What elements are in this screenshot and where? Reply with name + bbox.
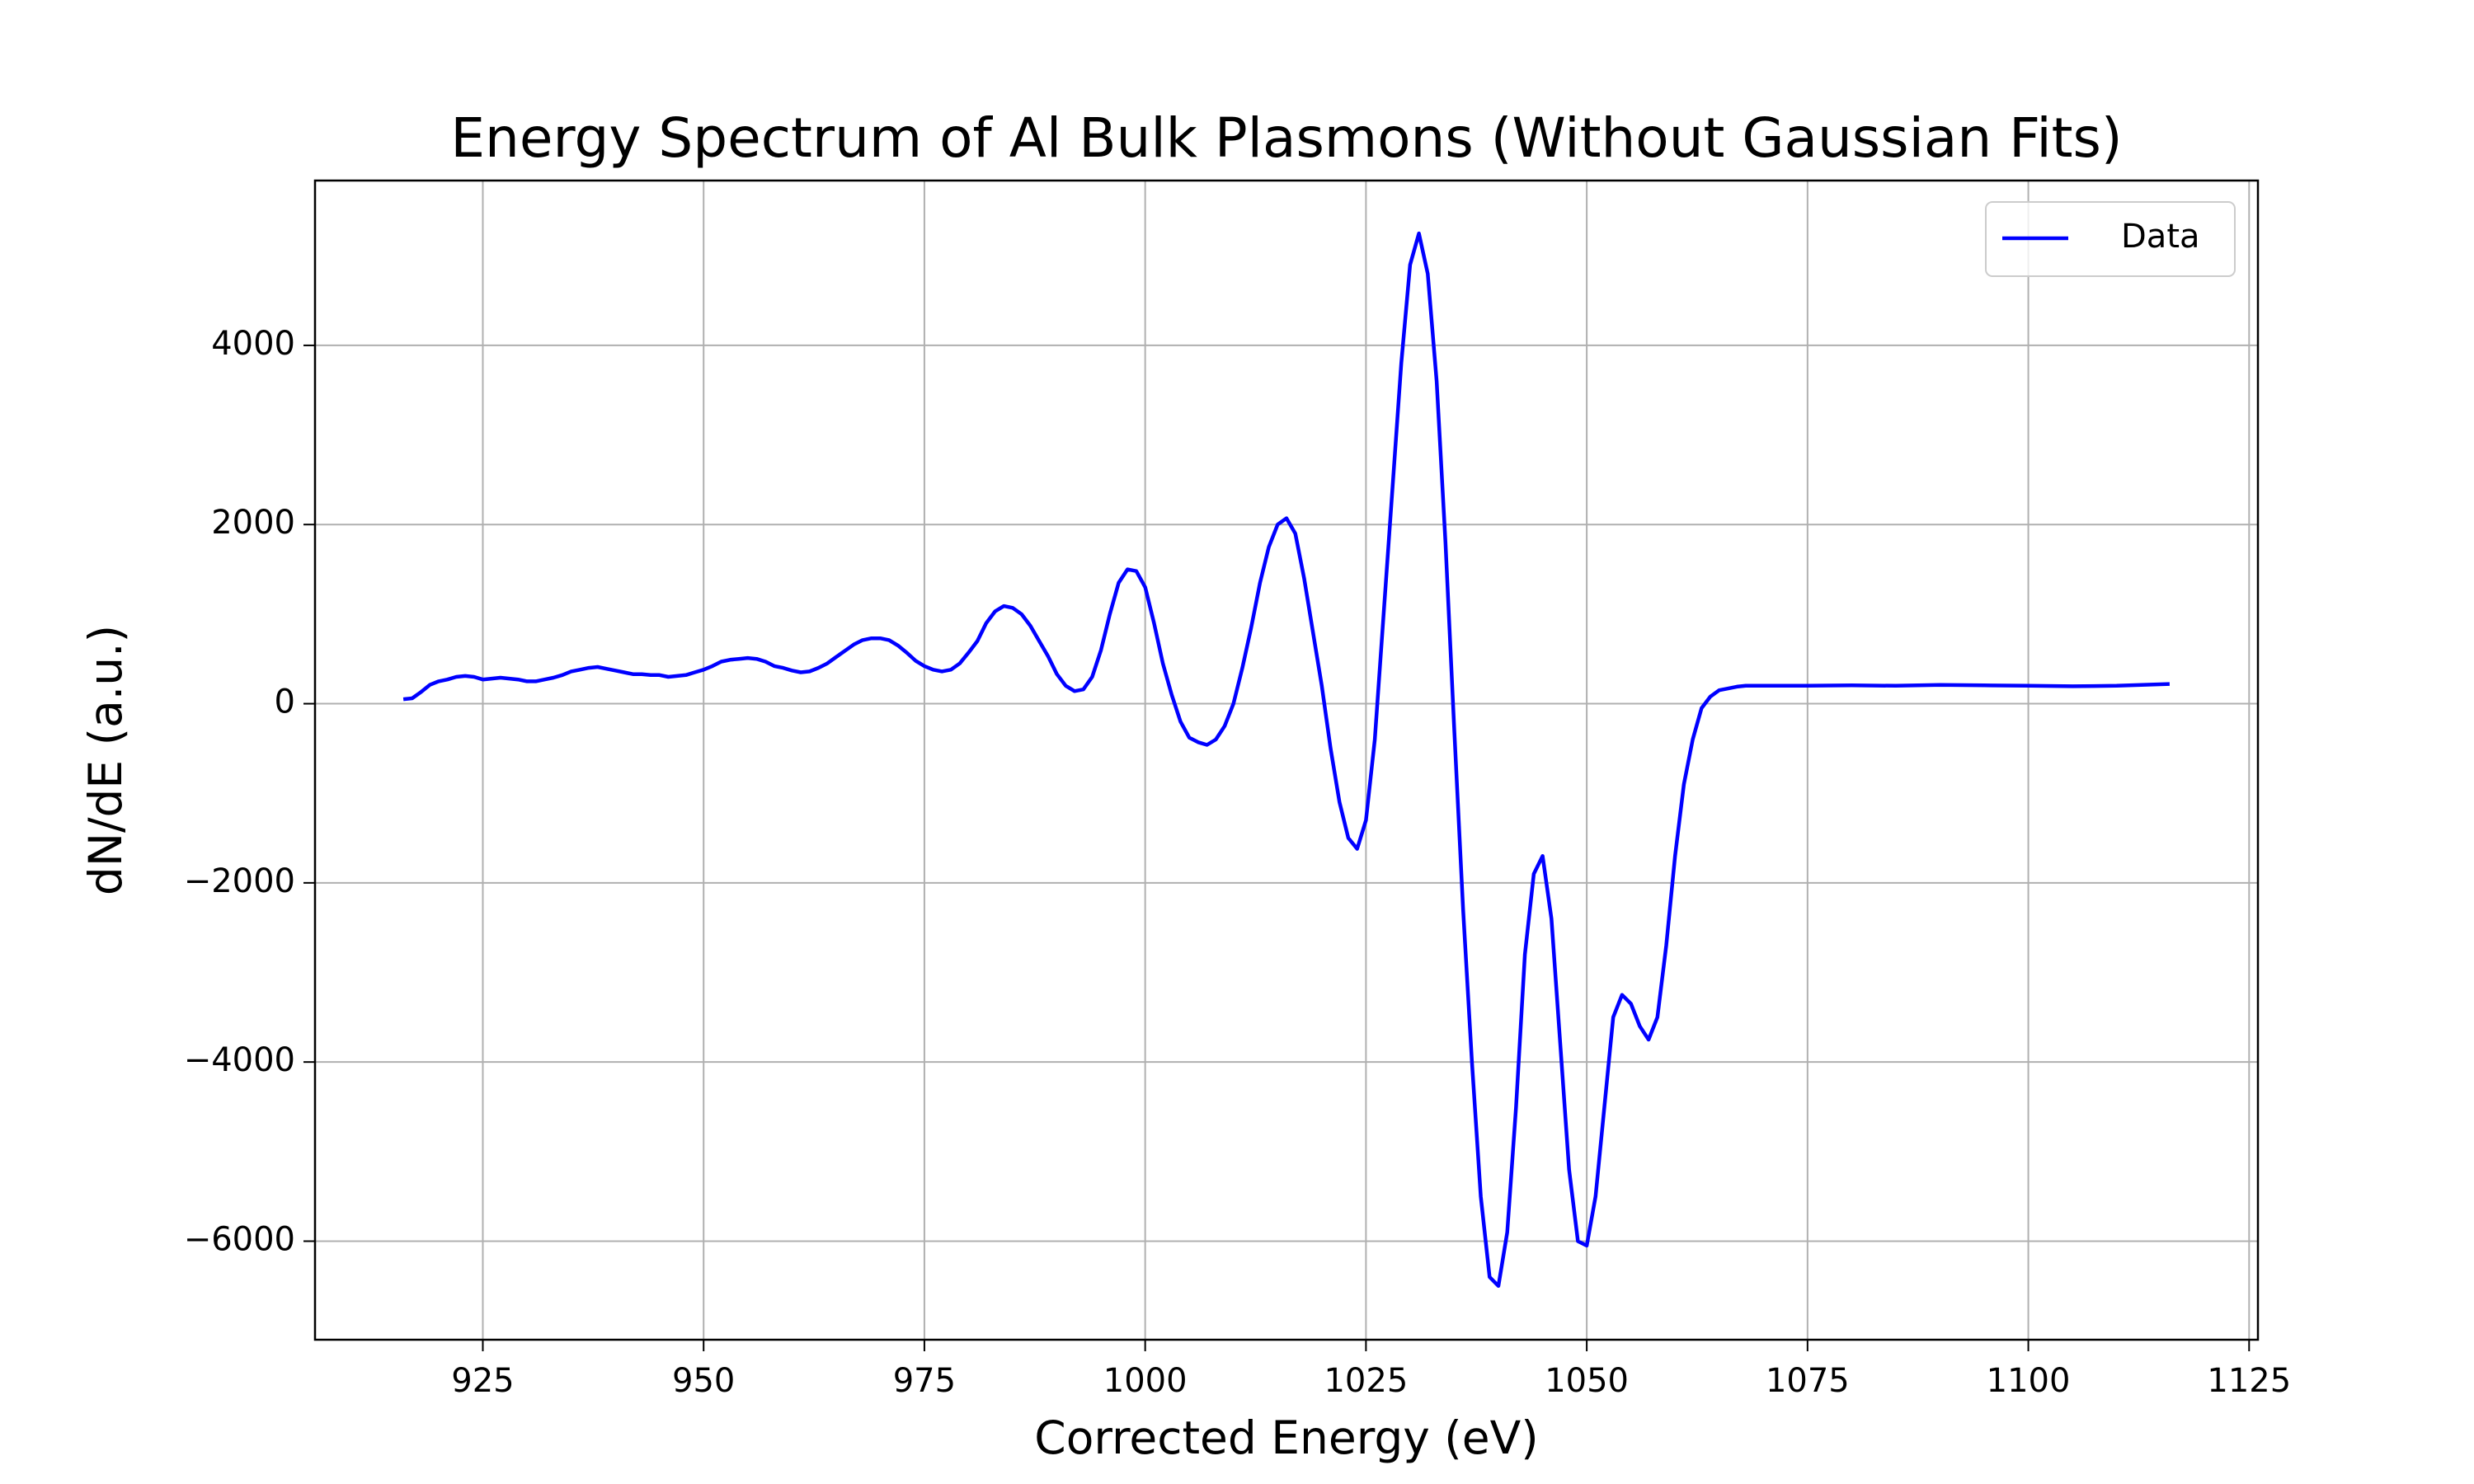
x-tick-label: 1050 [1545, 1362, 1629, 1400]
x-tick-label: 1000 [1103, 1362, 1188, 1400]
x-tick-label: 925 [451, 1362, 514, 1400]
legend-label: Data [2121, 218, 2200, 256]
x-tick-label: 1025 [1324, 1362, 1408, 1400]
y-tick-label: 0 [275, 683, 295, 721]
y-tick-label: −4000 [184, 1041, 295, 1079]
x-tick-label: 975 [893, 1362, 956, 1400]
chart-title: Energy Spectrum of Al Bulk Plasmons (Wit… [450, 106, 2122, 170]
x-tick-label: 1100 [1987, 1362, 2071, 1400]
x-tick-label: 950 [672, 1362, 735, 1400]
y-tick-label: −2000 [184, 862, 295, 900]
legend-box [1985, 201, 2236, 277]
x-axis-label: Corrected Energy (eV) [1034, 1411, 1538, 1464]
y-axis-label: dN/dE (a.u.) [79, 625, 132, 895]
x-tick-label: 1125 [2207, 1362, 2291, 1400]
x-tick-label: 1075 [1766, 1362, 1850, 1400]
y-tick-label: 2000 [211, 504, 295, 542]
y-tick-label: 4000 [211, 325, 295, 363]
plot-frame [313, 179, 2260, 1341]
data-line [402, 231, 2170, 1289]
y-tick-label: −6000 [184, 1220, 295, 1258]
